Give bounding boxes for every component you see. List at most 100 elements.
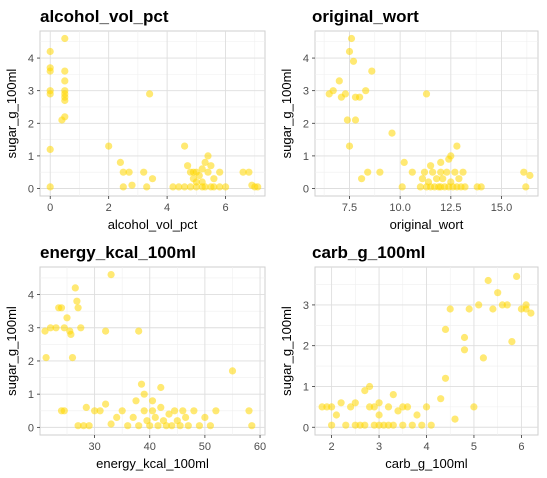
data-point bbox=[254, 183, 262, 191]
data-point bbox=[74, 304, 82, 312]
data-point bbox=[384, 421, 393, 429]
panel-title: energy_kcal_100ml bbox=[40, 243, 196, 262]
data-point bbox=[96, 407, 104, 415]
data-point bbox=[46, 90, 54, 98]
data-point bbox=[477, 183, 485, 191]
data-point bbox=[132, 397, 140, 405]
data-point bbox=[408, 421, 416, 429]
data-point bbox=[351, 421, 359, 429]
x-tick-label: 2 bbox=[329, 441, 335, 453]
y-tick-label: 0 bbox=[28, 422, 34, 434]
data-point bbox=[135, 327, 143, 335]
data-point bbox=[60, 324, 68, 332]
data-point bbox=[143, 183, 151, 191]
x-tick-label: 4 bbox=[164, 202, 170, 214]
data-point bbox=[118, 407, 126, 415]
data-point bbox=[489, 305, 497, 313]
data-point bbox=[151, 413, 159, 421]
data-point bbox=[400, 158, 408, 166]
data-point bbox=[394, 407, 402, 415]
data-point bbox=[245, 168, 253, 176]
data-point bbox=[416, 183, 424, 191]
data-point bbox=[204, 152, 212, 160]
data-point bbox=[73, 297, 81, 305]
data-point bbox=[46, 67, 54, 75]
data-point bbox=[522, 305, 530, 313]
data-point bbox=[351, 116, 360, 124]
x-tick-label: 0 bbox=[47, 202, 53, 214]
data-point bbox=[388, 129, 396, 137]
data-point bbox=[332, 411, 340, 419]
y-tick-label: 1 bbox=[28, 151, 34, 163]
data-point bbox=[347, 34, 356, 43]
panel-title: original_wort bbox=[312, 7, 419, 26]
data-point bbox=[216, 183, 224, 191]
data-point bbox=[366, 382, 374, 391]
y-axis-label: sugar_g_100ml bbox=[4, 69, 19, 159]
data-point bbox=[361, 421, 369, 429]
data-point bbox=[522, 183, 530, 191]
x-tick-label: 5 bbox=[471, 441, 477, 453]
data-point bbox=[399, 421, 407, 429]
y-axis-label: sugar_g_100ml bbox=[279, 306, 294, 396]
data-point bbox=[433, 175, 441, 183]
data-point bbox=[503, 301, 511, 309]
data-point bbox=[451, 415, 459, 423]
data-point bbox=[190, 407, 198, 415]
data-point bbox=[58, 116, 66, 124]
data-point bbox=[60, 407, 68, 415]
data-point bbox=[212, 407, 220, 415]
data-point bbox=[46, 324, 55, 332]
data-point bbox=[105, 142, 113, 150]
data-point bbox=[399, 403, 407, 411]
data-point bbox=[135, 422, 143, 430]
x-tick-label: 40 bbox=[144, 441, 156, 453]
data-point bbox=[182, 413, 190, 421]
data-point bbox=[61, 96, 69, 105]
data-point bbox=[67, 330, 75, 338]
data-point bbox=[343, 116, 351, 124]
x-tick-label: 6 bbox=[222, 202, 228, 214]
data-point bbox=[465, 305, 473, 313]
y-tick-label: 0 bbox=[28, 184, 34, 196]
data-point bbox=[453, 142, 461, 150]
data-point bbox=[479, 354, 487, 362]
panel-title: alcohol_vol_pct bbox=[40, 7, 169, 26]
data-point bbox=[80, 422, 88, 430]
data-point bbox=[376, 168, 384, 176]
data-point bbox=[137, 380, 146, 388]
data-point bbox=[370, 403, 378, 411]
data-point bbox=[63, 314, 71, 322]
plot-area bbox=[39, 30, 266, 197]
x-tick-label: 6 bbox=[518, 441, 524, 453]
data-point bbox=[176, 422, 184, 430]
data-point bbox=[347, 403, 355, 411]
data-point bbox=[189, 168, 197, 176]
data-point bbox=[42, 354, 50, 362]
data-point bbox=[162, 422, 170, 430]
data-point bbox=[364, 168, 372, 176]
data-point bbox=[146, 90, 154, 98]
data-point bbox=[422, 90, 431, 98]
data-point bbox=[446, 305, 454, 313]
data-point bbox=[361, 387, 369, 395]
data-point bbox=[107, 271, 115, 279]
data-point bbox=[351, 399, 359, 407]
data-point bbox=[429, 168, 437, 176]
data-point bbox=[484, 276, 492, 285]
panel-title: carb_g_100ml bbox=[312, 243, 425, 262]
data-point bbox=[427, 162, 435, 170]
data-point bbox=[222, 183, 230, 191]
data-point bbox=[129, 413, 137, 421]
data-point bbox=[368, 67, 376, 75]
data-point bbox=[418, 421, 426, 429]
data-point bbox=[46, 145, 54, 153]
x-axis-label: energy_kcal_100ml bbox=[96, 456, 209, 471]
data-point bbox=[140, 407, 148, 415]
data-point bbox=[494, 289, 502, 297]
data-point bbox=[345, 142, 354, 150]
y-tick-label: 4 bbox=[28, 290, 34, 302]
data-point bbox=[358, 175, 366, 183]
